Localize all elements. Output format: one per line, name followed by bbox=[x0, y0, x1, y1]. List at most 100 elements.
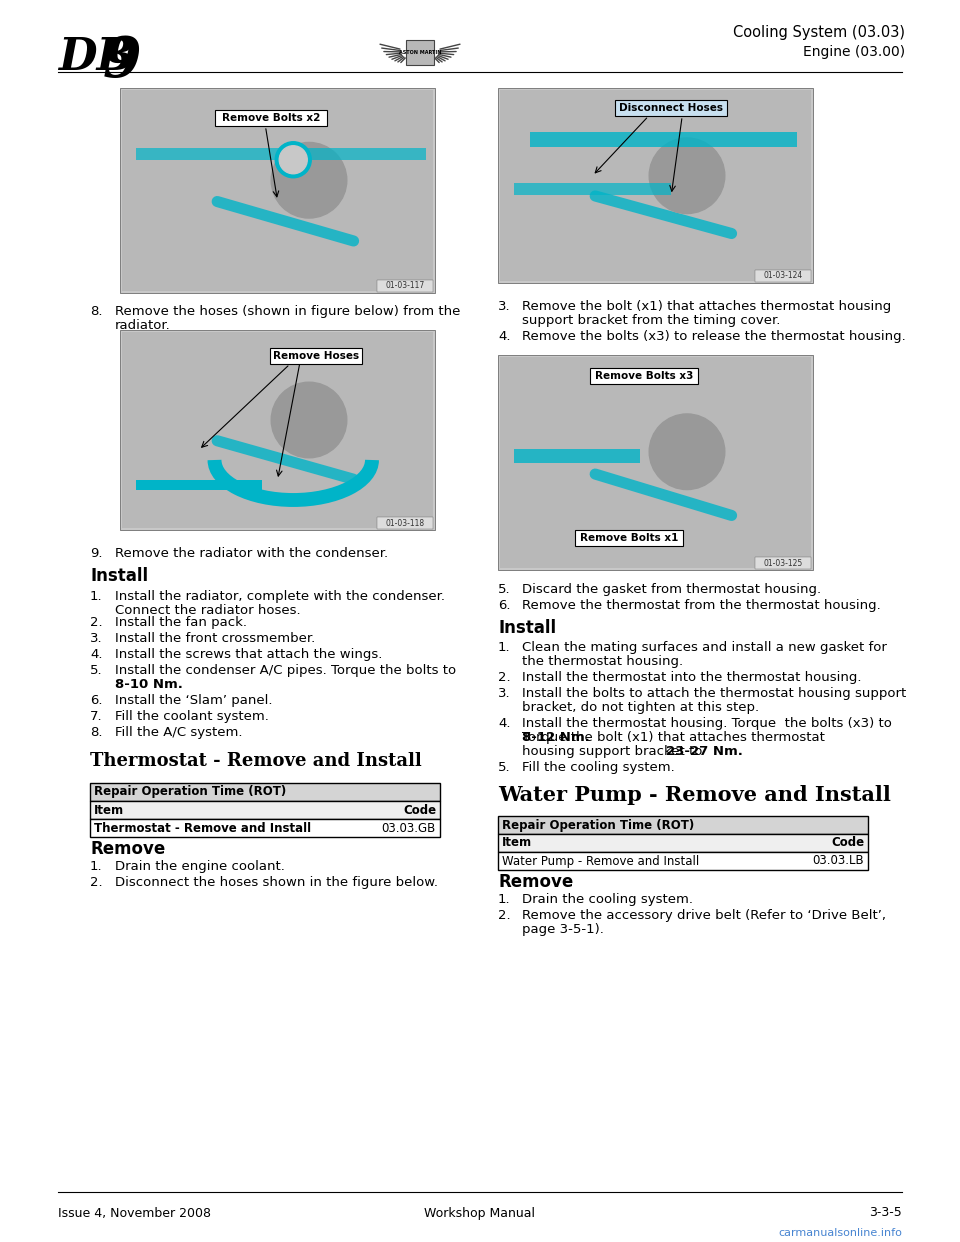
Text: 01-03-118: 01-03-118 bbox=[385, 518, 424, 528]
Text: Cooling System (03.03): Cooling System (03.03) bbox=[733, 25, 905, 40]
Bar bbox=[500, 89, 811, 281]
FancyArrowPatch shape bbox=[217, 441, 353, 479]
Text: 01-03-125: 01-03-125 bbox=[763, 559, 803, 568]
Text: Remove Bolts x2: Remove Bolts x2 bbox=[222, 113, 321, 123]
Text: Remove the bolt (x1) that attaches thermostat housing: Remove the bolt (x1) that attaches therm… bbox=[522, 301, 891, 313]
Text: 3.: 3. bbox=[498, 687, 511, 700]
Circle shape bbox=[271, 143, 347, 219]
Text: page 3-5-1).: page 3-5-1). bbox=[522, 923, 604, 936]
Text: 03.03.LB: 03.03.LB bbox=[812, 854, 864, 867]
Text: 8-10 Nm.: 8-10 Nm. bbox=[115, 678, 182, 691]
Text: 5.: 5. bbox=[90, 664, 103, 677]
Text: Install the bolts to attach the thermostat housing support: Install the bolts to attach the thermost… bbox=[522, 687, 906, 700]
Text: 03.03.GB: 03.03.GB bbox=[382, 821, 436, 835]
Bar bbox=[590, 368, 698, 384]
Text: Install the screws that attach the wings.: Install the screws that attach the wings… bbox=[115, 648, 382, 661]
Text: Install the fan pack.: Install the fan pack. bbox=[115, 616, 247, 628]
Bar bbox=[498, 852, 868, 869]
Text: DB: DB bbox=[58, 36, 134, 79]
Text: Install: Install bbox=[498, 619, 556, 637]
Text: 5.: 5. bbox=[498, 761, 511, 774]
Bar bbox=[135, 479, 262, 491]
Text: 3.: 3. bbox=[90, 632, 103, 645]
Text: Remove the hoses (shown in figure below) from the: Remove the hoses (shown in figure below)… bbox=[115, 306, 461, 318]
Bar bbox=[575, 530, 683, 546]
Bar bbox=[755, 556, 811, 569]
Text: Remove Hoses: Remove Hoses bbox=[273, 351, 359, 361]
Text: 8-12 Nm.: 8-12 Nm. bbox=[522, 732, 589, 744]
Text: Water Pump - Remove and Install: Water Pump - Remove and Install bbox=[498, 785, 891, 805]
Text: bracket, do not tighten at this step.: bracket, do not tighten at this step. bbox=[522, 700, 759, 714]
Text: Item: Item bbox=[94, 804, 124, 816]
Text: 3-3-5: 3-3-5 bbox=[869, 1206, 902, 1220]
Text: 8.: 8. bbox=[90, 727, 103, 739]
Text: carmanualsonline.info: carmanualsonline.info bbox=[779, 1228, 902, 1238]
Bar bbox=[514, 448, 639, 462]
Text: Code: Code bbox=[830, 837, 864, 850]
Text: 2.: 2. bbox=[498, 909, 511, 922]
Bar bbox=[498, 833, 868, 852]
Text: Install the thermostat into the thermostat housing.: Install the thermostat into the thermost… bbox=[522, 671, 861, 684]
Text: Code: Code bbox=[403, 804, 436, 816]
Bar bbox=[90, 801, 440, 818]
Text: 2.: 2. bbox=[90, 876, 103, 889]
Circle shape bbox=[271, 383, 347, 458]
Text: Fill the coolant system.: Fill the coolant system. bbox=[115, 710, 269, 723]
Text: 1.: 1. bbox=[498, 641, 511, 655]
Text: Workshop Manual: Workshop Manual bbox=[424, 1206, 536, 1220]
Text: Thermostat - Remove and Install: Thermostat - Remove and Install bbox=[94, 821, 311, 835]
Bar bbox=[406, 40, 434, 65]
Text: 1.: 1. bbox=[90, 859, 103, 873]
Bar bbox=[120, 88, 435, 293]
Text: Water Pump - Remove and Install: Water Pump - Remove and Install bbox=[502, 854, 699, 867]
Text: 8.: 8. bbox=[90, 306, 103, 318]
Text: Install the thermostat housing. Torque  the bolts (x3) to: Install the thermostat housing. Torque t… bbox=[522, 717, 892, 730]
Text: support bracket from the timing cover.: support bracket from the timing cover. bbox=[522, 314, 780, 327]
Text: Repair Operation Time (ROT): Repair Operation Time (ROT) bbox=[94, 785, 286, 799]
Text: Remove the bolts (x3) to release the thermostat housing.: Remove the bolts (x3) to release the the… bbox=[522, 330, 905, 343]
Text: the thermostat housing.: the thermostat housing. bbox=[522, 655, 684, 668]
Text: Drain the cooling system.: Drain the cooling system. bbox=[522, 893, 693, 905]
Text: 4.: 4. bbox=[90, 648, 103, 661]
Text: housing support bracket to: housing support bracket to bbox=[522, 745, 707, 758]
Text: Clean the mating surfaces and install a new gasket for: Clean the mating surfaces and install a … bbox=[522, 641, 887, 655]
Text: Thermostat - Remove and Install: Thermostat - Remove and Install bbox=[90, 751, 421, 770]
Bar bbox=[615, 101, 727, 116]
Bar bbox=[90, 818, 440, 837]
Text: 01-03-124: 01-03-124 bbox=[763, 272, 803, 281]
Bar bbox=[498, 355, 813, 570]
Circle shape bbox=[649, 414, 725, 489]
Text: Remove the thermostat from the thermostat housing.: Remove the thermostat from the thermosta… bbox=[522, 599, 880, 612]
Text: Install the ‘Slam’ panel.: Install the ‘Slam’ panel. bbox=[115, 694, 273, 707]
Bar bbox=[498, 816, 868, 833]
Text: ASTON MARTIN: ASTON MARTIN bbox=[398, 51, 442, 56]
Text: 1.: 1. bbox=[90, 590, 103, 604]
Text: Fill the A/C system.: Fill the A/C system. bbox=[115, 727, 243, 739]
Text: 4.: 4. bbox=[498, 330, 511, 343]
Text: 6.: 6. bbox=[498, 599, 511, 612]
Circle shape bbox=[279, 145, 307, 174]
Text: 5.: 5. bbox=[498, 582, 511, 596]
Bar bbox=[377, 279, 433, 292]
FancyArrowPatch shape bbox=[595, 474, 732, 515]
Text: 23-27 Nm.: 23-27 Nm. bbox=[666, 745, 743, 758]
Text: 9.: 9. bbox=[90, 546, 103, 560]
Text: Remove the accessory drive belt (Refer to ‘Drive Belt’,: Remove the accessory drive belt (Refer t… bbox=[522, 909, 886, 922]
Text: 2.: 2. bbox=[498, 671, 511, 684]
Text: Item: Item bbox=[502, 837, 532, 850]
Text: Fill the cooling system.: Fill the cooling system. bbox=[522, 761, 675, 774]
Circle shape bbox=[649, 138, 725, 214]
Text: 6.: 6. bbox=[90, 694, 103, 707]
Text: radiator.: radiator. bbox=[115, 319, 171, 332]
Text: Remove Bolts x3: Remove Bolts x3 bbox=[595, 371, 693, 381]
Text: 9: 9 bbox=[103, 35, 142, 89]
Bar bbox=[120, 330, 435, 530]
Text: Issue 4, November 2008: Issue 4, November 2008 bbox=[58, 1206, 211, 1220]
Bar bbox=[215, 111, 327, 125]
Text: 1.: 1. bbox=[498, 893, 511, 905]
Text: Discard the gasket from thermostat housing.: Discard the gasket from thermostat housi… bbox=[522, 582, 821, 596]
Text: Remove Bolts x1: Remove Bolts x1 bbox=[580, 533, 678, 543]
Text: Remove: Remove bbox=[90, 840, 165, 858]
Bar bbox=[122, 332, 433, 528]
Bar bbox=[377, 517, 433, 529]
